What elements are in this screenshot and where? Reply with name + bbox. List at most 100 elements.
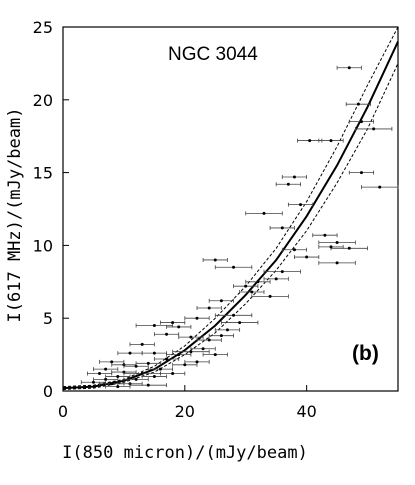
point-marker — [292, 175, 296, 179]
data-point — [287, 202, 314, 207]
data-point — [348, 170, 375, 175]
point-marker — [225, 328, 229, 332]
point-marker — [268, 294, 272, 298]
data-point — [214, 313, 253, 318]
point-marker — [213, 353, 217, 357]
data-point — [233, 284, 259, 289]
point-marker — [146, 383, 150, 387]
point-marker — [152, 351, 156, 355]
data-point — [251, 294, 289, 299]
point-marker — [189, 350, 193, 354]
point-marker — [238, 321, 242, 325]
data-point — [80, 380, 107, 385]
data-point — [263, 276, 289, 281]
data-point — [220, 320, 259, 325]
data-point — [93, 377, 119, 382]
point-marker — [219, 334, 223, 338]
y-tick-label: 0 — [43, 382, 53, 401]
point-marker — [201, 347, 205, 351]
point-marker — [256, 280, 260, 284]
data-point — [202, 352, 228, 357]
data-point — [172, 349, 210, 354]
data-point — [354, 126, 393, 131]
data-point — [129, 383, 167, 388]
point-marker — [359, 120, 363, 124]
point-marker — [183, 363, 187, 367]
x-tick-label: 40 — [296, 402, 316, 421]
y-tick-label: 10 — [33, 236, 53, 255]
point-marker — [177, 325, 181, 329]
data-point — [294, 255, 320, 260]
y-tick-label: 25 — [33, 18, 53, 37]
data-point — [99, 359, 125, 364]
data-point — [172, 362, 198, 367]
point-marker — [219, 299, 223, 303]
point-marker — [213, 258, 217, 262]
data-point — [184, 359, 210, 364]
data-point — [178, 335, 204, 340]
point-marker — [207, 306, 211, 310]
fit-curve — [62, 41, 399, 390]
point-marker — [329, 245, 333, 249]
point-marker — [299, 203, 303, 207]
y-tick-label: 15 — [33, 164, 53, 183]
point-marker — [347, 246, 351, 250]
data-point — [202, 257, 228, 262]
point-marker — [308, 139, 312, 143]
fit-upper-bound — [62, 26, 399, 388]
point-marker — [207, 338, 211, 342]
data-point — [361, 185, 399, 190]
point-marker — [91, 380, 95, 384]
point-marker — [356, 102, 360, 106]
point-marker — [165, 357, 169, 361]
point-marker — [195, 316, 199, 320]
point-marker — [110, 382, 114, 386]
point-marker — [110, 360, 114, 364]
point-marker — [152, 374, 156, 378]
point-marker — [171, 372, 175, 376]
data-point — [208, 333, 234, 338]
data-point — [239, 289, 265, 294]
data-point — [190, 346, 216, 351]
point-marker — [335, 240, 339, 244]
data-point — [141, 351, 167, 356]
point-marker — [305, 255, 309, 259]
data-point — [123, 377, 149, 382]
point-marker — [250, 290, 254, 294]
x-tick-label: 20 — [175, 402, 195, 421]
data-point — [184, 316, 210, 321]
y-tick-label: 5 — [43, 309, 53, 328]
point-marker — [104, 367, 108, 371]
point-marker — [262, 211, 266, 215]
point-marker — [116, 385, 120, 389]
data-point — [348, 119, 375, 124]
point-marker — [116, 374, 120, 378]
data-point — [117, 351, 143, 356]
data-point — [281, 247, 308, 252]
point-marker — [359, 171, 363, 175]
data-point — [312, 233, 338, 238]
point-marker — [292, 248, 296, 252]
point-marker — [274, 277, 278, 281]
data-point — [135, 361, 161, 366]
data-point — [196, 338, 222, 343]
data-point — [297, 138, 323, 143]
y-tick-label: 20 — [33, 91, 53, 110]
data-point — [147, 367, 174, 372]
data-point — [245, 279, 271, 284]
point-marker — [323, 233, 327, 237]
point-marker — [165, 332, 169, 336]
point-marker — [140, 372, 144, 376]
data-point — [123, 364, 149, 369]
point-marker — [347, 66, 351, 70]
point-marker — [104, 377, 108, 381]
data-point — [281, 174, 308, 179]
point-marker — [280, 226, 284, 230]
point-marker — [280, 270, 284, 274]
data-point — [275, 182, 301, 187]
y-axis-label: I(617 MHz)/(mJy/beam) — [5, 108, 25, 323]
data-point — [318, 244, 344, 249]
data-point — [336, 65, 362, 70]
data-point — [214, 327, 241, 332]
